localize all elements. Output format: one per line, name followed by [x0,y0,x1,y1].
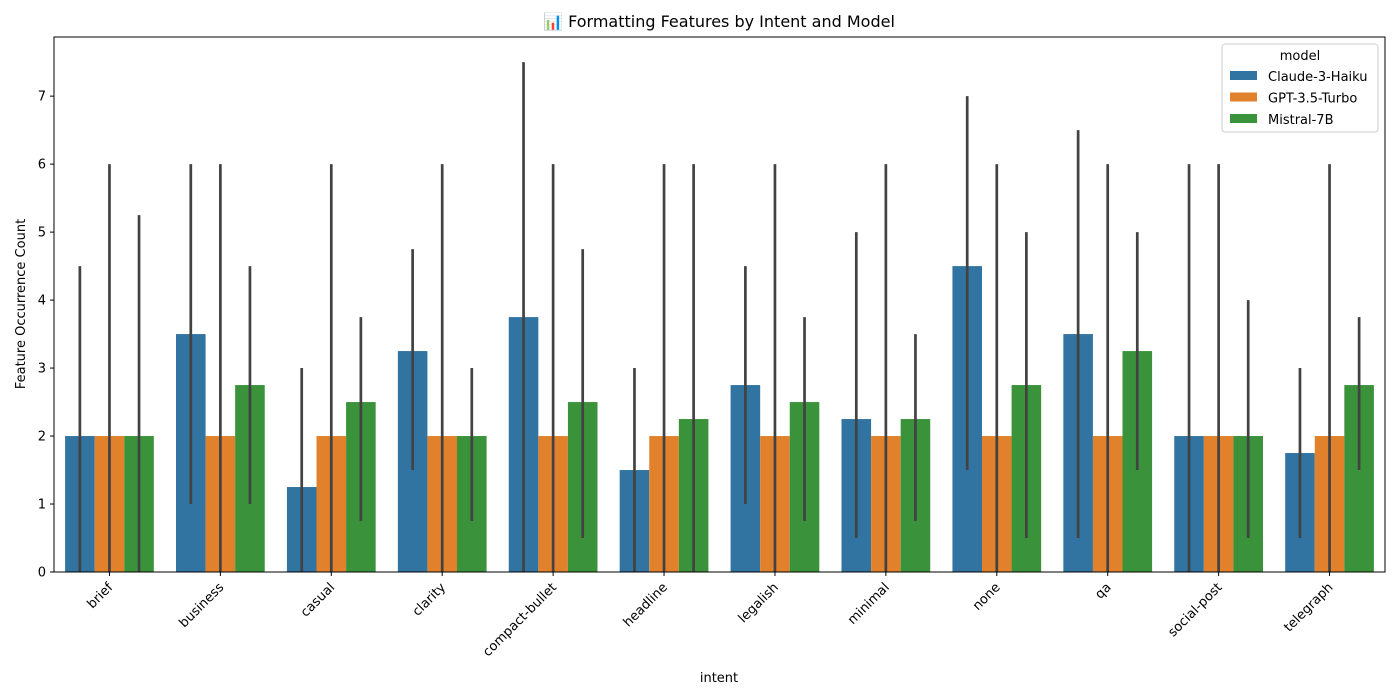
x-tick-label: minimal [845,580,893,628]
bars-layer [65,266,1374,572]
legend-label: Mistral-7B [1268,113,1334,128]
y-tick-label: 7 [38,90,46,105]
x-tick-label: compact-bullet [480,580,560,660]
x-tick-label: telegraph [1281,580,1336,635]
legend-label: GPT-3.5-Turbo [1268,92,1357,107]
legend-box [1221,43,1379,133]
y-tick-label: 6 [38,158,46,173]
legend-swatch [1230,71,1257,80]
x-tick-label: social-post [1165,580,1225,640]
legend-swatch [1230,114,1257,123]
x-axis-label: intent [700,671,738,686]
x-tick-label: none [970,580,1004,614]
legend: model Claude-3-Haiku GPT-3.5-Turbo Mistral-… [1221,43,1379,133]
x-tick-label: business [177,580,228,631]
x-tick-label: headline [621,580,671,630]
legend-swatch [1230,92,1257,102]
x-axis: brief business casual clarity compact-bullet… [85,572,1336,660]
y-tick-label: 4 [38,294,46,309]
x-tick-label: legalish [736,580,782,626]
legend-label: Claude-3-Haiku [1268,70,1368,85]
error-bars-layer [78,62,1361,572]
x-tick-label: clarity [410,580,449,619]
y-tick-label: 3 [38,362,46,377]
y-tick-label: 0 [38,566,46,581]
y-axis: 0 1 2 3 4 5 6 7 [38,90,54,581]
x-tick-label: qa [1092,580,1114,602]
y-tick-label: 5 [38,226,46,241]
y-axis-label: Feature Occurrence Count [14,219,29,389]
y-tick-label: 2 [38,430,46,445]
x-tick-label: brief [85,580,117,612]
legend-title: model [1280,49,1320,64]
plot-frame [53,36,1386,573]
y-tick-label: 1 [38,498,46,513]
chart-title: 📊 Formatting Features by Intent and Mode… [543,12,895,31]
x-tick-label: casual [298,580,338,620]
